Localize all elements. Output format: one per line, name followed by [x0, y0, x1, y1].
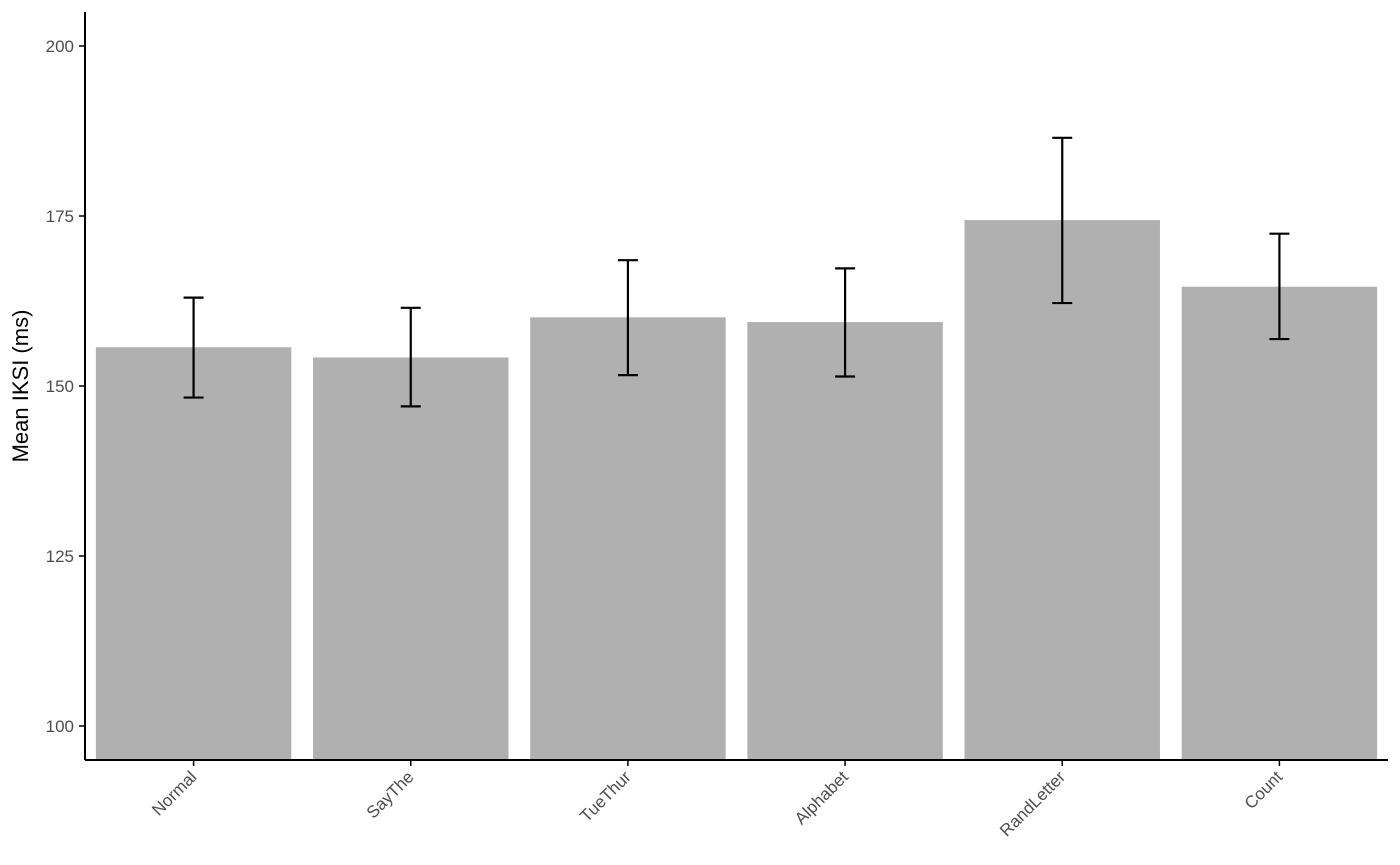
- y-tick-label: 175: [46, 207, 74, 226]
- error-bar-count: [1269, 232, 1290, 341]
- bars-group: [95, 220, 1378, 760]
- bar-randletter: [964, 220, 1160, 760]
- y-tick-label: 150: [46, 377, 74, 396]
- x-tick-label: TueThur: [576, 767, 635, 826]
- x-tick-label: Count: [1241, 767, 1287, 813]
- y-axis-title: Mean IKSI (ms): [8, 310, 33, 463]
- y-ticks-group: 100 125 150 175 200: [46, 37, 85, 736]
- error-bar-saythe: [400, 306, 421, 408]
- error-bar-alphabet: [835, 267, 856, 378]
- x-tick-label: Normal: [148, 767, 200, 819]
- bar-tuethur: [530, 317, 726, 760]
- bar-count: [1181, 286, 1378, 760]
- bar-alphabet: [747, 322, 943, 760]
- error-bars-group: [183, 136, 1290, 408]
- error-bar-normal: [183, 296, 204, 399]
- x-tick-label: RandLetter: [996, 767, 1069, 840]
- y-tick-label: 100: [46, 717, 74, 736]
- y-tick-label: 125: [46, 547, 74, 566]
- bar-saythe: [313, 357, 509, 760]
- x-ticks-group: Normal SayThe TueThur Alphabet RandLetter Cou…: [148, 760, 1286, 840]
- x-tick-label: Alphabet: [791, 767, 852, 828]
- error-bar-tuethur: [617, 259, 638, 377]
- y-tick-label: 200: [46, 37, 74, 56]
- x-tick-label: SayThe: [363, 767, 418, 822]
- bar-normal: [95, 347, 292, 760]
- error-bar-randletter: [1052, 136, 1073, 305]
